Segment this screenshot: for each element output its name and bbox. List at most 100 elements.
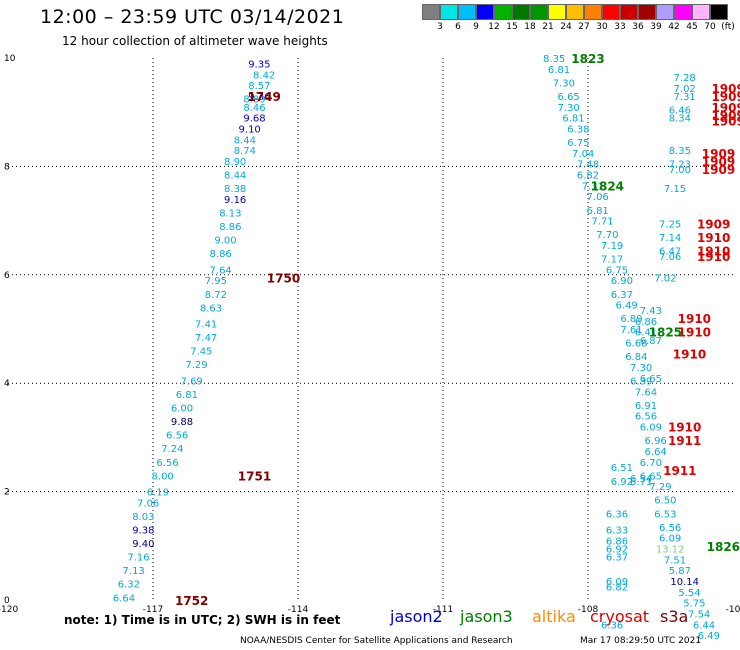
pass-time-label: 1909 — [711, 109, 740, 123]
wave-height-value: 6.75 — [606, 265, 628, 276]
x-tick-label: -108 — [578, 605, 599, 615]
color-swatch — [656, 4, 674, 20]
wave-height-value: 6.90 — [611, 276, 633, 287]
wave-height-value: 6.75 — [567, 138, 589, 149]
pass-time-label: 1910 — [668, 421, 701, 435]
y-tick-label: 10 — [4, 54, 16, 64]
wave-height-value: 6.37 — [611, 290, 633, 301]
pass-time-label: 1910 — [673, 347, 706, 361]
pass-time-label: 1910 — [678, 326, 711, 340]
pass-time-label: 1751 — [238, 469, 271, 483]
wave-height-value: 6.36 — [606, 509, 628, 520]
wave-height-value: 6.36 — [601, 620, 623, 631]
credit-text: NOAA/NESDIS Center for Satellite Applica… — [240, 636, 513, 646]
color-swatch — [566, 4, 584, 20]
color-scale-label: 9 — [473, 22, 479, 32]
color-scale-legend — [422, 4, 728, 20]
wave-height-value: 7.23 — [669, 160, 691, 171]
color-swatch — [440, 4, 458, 20]
wave-height-value: 7.30 — [558, 103, 580, 114]
color-scale-label: 33 — [614, 22, 626, 32]
color-swatch — [710, 4, 728, 20]
wave-height-value: 6.81 — [587, 206, 609, 217]
pass-time-label: 1911 — [663, 464, 696, 478]
wave-height-value: 7.15 — [664, 184, 686, 195]
wave-height-value: 6.00 — [171, 404, 193, 415]
wave-height-value: 8.34 — [669, 114, 691, 125]
wave-height-value: 7.54 — [688, 610, 710, 621]
color-scale-label: 39 — [650, 22, 662, 32]
map-subtitle: 12 hour collection of altimeter wave hei… — [62, 34, 328, 48]
wave-height-value: 7.30 — [553, 78, 575, 89]
wave-height-value: 8.63 — [200, 303, 222, 314]
color-swatch — [458, 4, 476, 20]
wave-height-value: 6.56 — [659, 523, 681, 534]
color-scale-label: (ft) — [721, 22, 735, 32]
pass-time-label: 1909 — [702, 163, 735, 177]
wave-height-value: 6.82 — [606, 582, 628, 593]
wave-height-value: 6.49 — [616, 301, 638, 312]
wave-height-value: 13.12 — [656, 545, 685, 556]
pass-time-label: 1752 — [175, 594, 208, 608]
wave-height-value: 8.57 — [248, 81, 270, 92]
wave-height-value: 6.70 — [640, 458, 662, 469]
pass-time-label: 1823 — [571, 52, 604, 66]
pass-time-label: 1909 — [702, 147, 735, 161]
pass-time-label: 1909 — [697, 217, 730, 231]
pass-time-label: 1750 — [267, 272, 300, 286]
wave-height-value: 6.38 — [567, 124, 589, 135]
satellite-legend-jason3: jason3 — [460, 607, 513, 626]
wave-height-value: 7.16 — [127, 553, 149, 564]
wave-height-value: 5.54 — [678, 588, 700, 599]
wave-height-value: 6.19 — [147, 488, 169, 499]
color-scale-label: 27 — [578, 22, 590, 32]
wave-height-value: 7.48 — [577, 160, 599, 171]
timestamp-text: Mar 17 08:29:50 UTC 2021 — [580, 636, 702, 646]
wave-height-value: 7.95 — [205, 276, 227, 287]
x-tick-label: -120 — [0, 605, 18, 615]
wave-height-value: 8.35 — [543, 54, 565, 65]
wave-height-value: 6.96 — [645, 436, 667, 447]
wave-height-value: 7.04 — [572, 149, 594, 160]
color-swatch — [638, 4, 656, 20]
wave-height-value: 6.65 — [640, 471, 662, 482]
pass-time-label: 1909 — [711, 90, 740, 104]
wave-height-value: 6.81 — [176, 390, 198, 401]
wave-height-value: 8.44 — [234, 135, 256, 146]
wave-height-value: 7.29 — [649, 482, 671, 493]
wave-height-value: 6.33 — [606, 526, 628, 537]
pass-time-label: 1910 — [697, 250, 730, 264]
wave-height-value: 7.69 — [181, 376, 203, 387]
wave-height-value: 7.28 — [674, 73, 696, 84]
wave-height-value: 7.06 — [659, 252, 681, 263]
wave-height-value: 8.86 — [219, 222, 241, 233]
pass-time-label: 1911 — [668, 434, 701, 448]
wave-height-value: 7.51 — [664, 555, 686, 566]
wave-height-value: 9.88 — [171, 417, 193, 428]
satellite-legend-cryosat: cryosat — [590, 607, 650, 626]
wave-height-value: 6.84 — [625, 352, 647, 363]
color-swatch — [476, 4, 494, 20]
wave-height-value: 8.44 — [224, 171, 246, 182]
wave-height-value: 7.61 — [620, 325, 642, 336]
color-scale-label: 15 — [506, 22, 518, 32]
color-scale-label: 42 — [668, 22, 680, 32]
wave-height-value: 8.74 — [234, 146, 256, 157]
color-swatch — [512, 4, 530, 20]
wave-height-value: 6.87 — [640, 336, 662, 347]
wave-height-value: 8.46 — [243, 103, 265, 114]
color-swatch — [674, 4, 692, 20]
wave-height-value: 7.02 — [654, 274, 676, 285]
wave-height-value: 6.81 — [548, 65, 570, 76]
wave-height-value: 6.47 — [659, 246, 681, 257]
wave-height-value: 6.64 — [645, 447, 667, 458]
pass-time-label: 1909 — [711, 82, 740, 96]
wave-height-value: 5.87 — [669, 566, 691, 577]
wave-height-value: 7.29 — [185, 360, 207, 371]
pass-time-label: 1910 — [697, 244, 730, 258]
color-swatch — [548, 4, 566, 20]
satellite-legend-altika: altika — [532, 607, 576, 626]
wave-height-value: 6.37 — [606, 553, 628, 564]
wave-height-value: 8.00 — [152, 471, 174, 482]
